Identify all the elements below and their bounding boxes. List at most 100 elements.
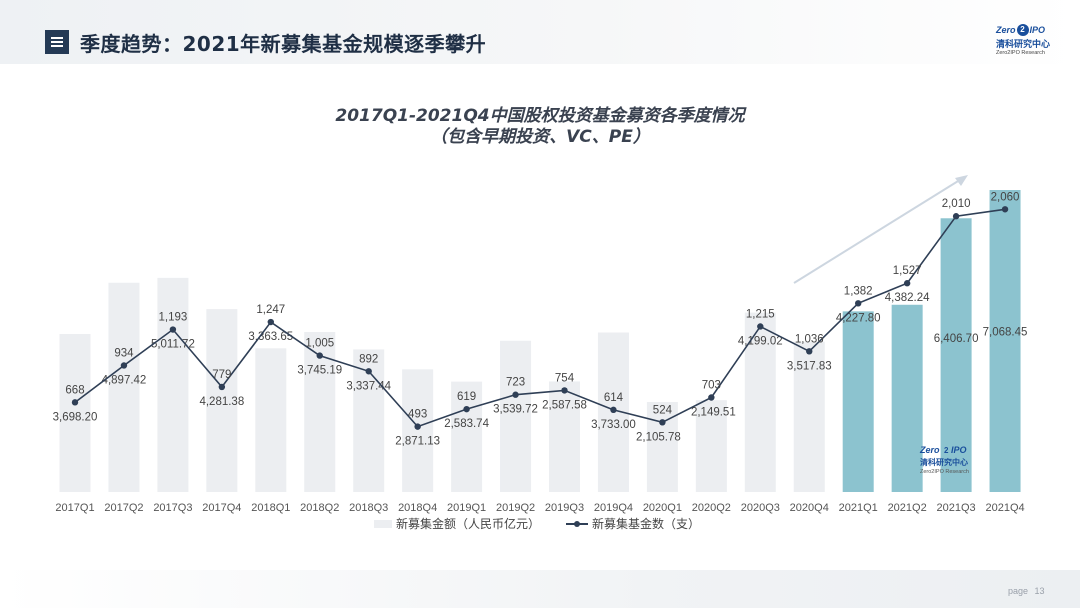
bar-label-2020Q1: 2,105.78 bbox=[636, 431, 681, 443]
line-label-2018Q1: 1,247 bbox=[256, 304, 285, 316]
point-2019Q4 bbox=[610, 406, 617, 414]
x-tick-2020Q3: 2020Q3 bbox=[741, 502, 780, 514]
bar-label-2017Q2: 4,897.42 bbox=[102, 374, 147, 386]
legend: 新募集金额（人民币亿元） 新募集基金数（支） bbox=[374, 516, 700, 531]
watermark-logo: Zero 2 IPO 清科研究中心 Zero2IPO Research bbox=[919, 445, 969, 475]
bar-2020Q2 bbox=[695, 400, 727, 492]
chart-title: 2017Q1-2021Q4中国股权投资基金募资各季度情况 bbox=[335, 106, 747, 126]
bar-2021Q4 bbox=[989, 190, 1021, 492]
x-tick-2018Q3: 2018Q3 bbox=[349, 502, 388, 514]
line-label-2019Q4: 614 bbox=[604, 392, 624, 404]
legend-marker-count bbox=[574, 521, 580, 527]
bar-label-2020Q3: 4,199.02 bbox=[738, 335, 783, 347]
bar-2018Q1 bbox=[255, 348, 287, 492]
line-label-2020Q3: 1,215 bbox=[746, 308, 775, 320]
trend-arrow-head bbox=[955, 175, 968, 186]
point-2019Q2 bbox=[512, 391, 519, 398]
line-label-2018Q3: 892 bbox=[359, 353, 378, 365]
point-2019Q1 bbox=[463, 405, 470, 413]
x-tick-2020Q4: 2020Q4 bbox=[790, 502, 829, 514]
bar-2017Q4 bbox=[206, 309, 238, 492]
bar-2017Q3 bbox=[157, 277, 189, 492]
bar-2021Q1 bbox=[842, 311, 874, 492]
bar-label-2019Q2: 3,539.72 bbox=[493, 404, 538, 416]
point-2021Q3 bbox=[952, 213, 960, 220]
legend-label-count: 新募集基金数（支） bbox=[592, 516, 700, 531]
bar-label-2018Q2: 3,745.19 bbox=[297, 365, 342, 377]
bar-2017Q1 bbox=[59, 333, 91, 492]
bar-label-2017Q4: 4,281.38 bbox=[199, 396, 244, 408]
bar-label-2017Q1: 3,698.20 bbox=[53, 411, 98, 423]
series-line-fund-count bbox=[74, 208, 1006, 428]
bar-2021Q2 bbox=[891, 304, 923, 492]
x-tick-2017Q3: 2017Q3 bbox=[153, 502, 192, 514]
point-2018Q3 bbox=[365, 368, 372, 375]
line-label-2021Q4: 2,060 bbox=[991, 191, 1020, 203]
trend-arrow bbox=[793, 177, 964, 284]
line-label-2017Q1: 668 bbox=[65, 384, 84, 396]
watermark-cn: 清科研究中心 bbox=[920, 457, 968, 467]
page-label: page bbox=[1008, 586, 1029, 596]
bar-label-2018Q1: 3,363.65 bbox=[248, 331, 293, 343]
point-2020Q3 bbox=[757, 323, 764, 330]
bar-2021Q3 bbox=[940, 218, 972, 492]
legend-label-amount: 新募集金额（人民币亿元） bbox=[396, 516, 540, 531]
logo-brand-left: Zero bbox=[996, 25, 1016, 35]
line-label-2018Q4: 493 bbox=[408, 409, 427, 421]
line-label-2018Q2: 1,005 bbox=[305, 338, 334, 350]
bar-2019Q2 bbox=[500, 340, 532, 492]
x-tick-2018Q4: 2018Q4 bbox=[398, 502, 437, 514]
watermark-en: Zero2IPO Research bbox=[920, 469, 969, 475]
point-2020Q1 bbox=[659, 419, 666, 426]
line-label-2019Q2: 723 bbox=[506, 377, 525, 389]
fundraising-chart: 2017Q1-2021Q4中国股权投资基金募资各季度情况 （包含早期投资、VC、… bbox=[53, 106, 1028, 531]
page-title: 季度趋势：2021年新募集基金规模逐季攀升 bbox=[80, 32, 487, 56]
bar-2020Q4 bbox=[793, 341, 825, 492]
x-tick-2021Q1: 2021Q1 bbox=[839, 502, 878, 514]
bar-label-2021Q3: 6,406.70 bbox=[934, 333, 979, 345]
x-tick-2020Q1: 2020Q1 bbox=[643, 502, 682, 514]
watermark-brand-right: IPO bbox=[951, 445, 967, 455]
point-2021Q2 bbox=[903, 280, 911, 287]
bar-label-2019Q1: 2,583.74 bbox=[444, 418, 489, 430]
line-label-2020Q1: 524 bbox=[653, 404, 673, 416]
x-tick-2017Q4: 2017Q4 bbox=[202, 502, 241, 514]
bar-label-2020Q2: 2,149.51 bbox=[691, 406, 736, 418]
x-tick-2017Q1: 2017Q1 bbox=[55, 502, 94, 514]
x-tick-2020Q2: 2020Q2 bbox=[692, 502, 731, 514]
footer-band bbox=[0, 570, 1080, 608]
x-tick-2019Q1: 2019Q1 bbox=[447, 502, 486, 514]
bar-label-2018Q4: 2,871.13 bbox=[395, 436, 440, 448]
zero2ipo-logo: Zero 2 IPO 清科研究中心 Zero2IPO Research bbox=[996, 24, 1060, 60]
line-label-2019Q3: 754 bbox=[555, 372, 575, 384]
header-band bbox=[0, 0, 1080, 64]
page-number-value: 13 bbox=[1034, 586, 1045, 596]
line-label-2019Q1: 619 bbox=[457, 391, 476, 403]
x-tick-2019Q4: 2019Q4 bbox=[594, 502, 633, 514]
line-label-2017Q3: 1,193 bbox=[159, 312, 188, 324]
point-2021Q4 bbox=[1001, 206, 1009, 213]
x-tick-2018Q2: 2018Q2 bbox=[300, 502, 339, 514]
bar-2018Q4 bbox=[402, 369, 434, 492]
point-2017Q2 bbox=[120, 362, 128, 369]
x-tick-2019Q3: 2019Q3 bbox=[545, 502, 584, 514]
x-tick-2021Q4: 2021Q4 bbox=[985, 502, 1024, 514]
point-2018Q2 bbox=[316, 352, 323, 359]
menu-icon[interactable] bbox=[45, 30, 69, 54]
logo-cn-text: 清科研究中心 bbox=[996, 40, 1051, 50]
line-label-2021Q2: 1,527 bbox=[893, 265, 922, 277]
bar-label-2019Q4: 3,733.00 bbox=[591, 419, 636, 431]
bar-label-2019Q3: 2,587.58 bbox=[542, 399, 587, 411]
point-2021Q1 bbox=[855, 300, 862, 307]
logo-brand-right: IPO bbox=[1029, 25, 1046, 35]
line-label-2020Q4: 1,036 bbox=[795, 333, 824, 345]
bar-label-2020Q4: 3,517.83 bbox=[787, 360, 832, 372]
x-tick-2018Q1: 2018Q1 bbox=[251, 502, 290, 514]
line-label-2021Q1: 1,382 bbox=[844, 285, 873, 297]
line-label-2017Q2: 934 bbox=[114, 347, 134, 359]
point-2017Q3 bbox=[169, 326, 177, 333]
logo-brand-mid: 2 bbox=[1016, 24, 1029, 36]
bar-2019Q1 bbox=[451, 381, 483, 492]
point-2020Q4 bbox=[806, 348, 813, 355]
point-2019Q3 bbox=[561, 387, 568, 394]
